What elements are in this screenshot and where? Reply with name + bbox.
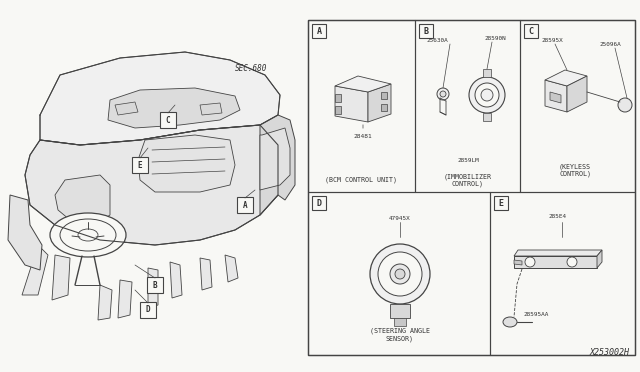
FancyBboxPatch shape xyxy=(237,197,253,213)
Ellipse shape xyxy=(475,83,499,107)
Polygon shape xyxy=(98,285,112,320)
Text: C: C xyxy=(529,26,534,35)
Text: C: C xyxy=(166,115,170,125)
Text: 28595X: 28595X xyxy=(541,38,563,42)
Ellipse shape xyxy=(618,98,632,112)
Bar xyxy=(381,92,387,99)
Polygon shape xyxy=(514,256,597,268)
Polygon shape xyxy=(483,69,491,77)
Polygon shape xyxy=(597,250,602,268)
Bar xyxy=(419,24,433,38)
Polygon shape xyxy=(335,76,391,92)
Ellipse shape xyxy=(50,213,126,257)
Text: B: B xyxy=(153,280,157,289)
Bar xyxy=(494,196,508,210)
Polygon shape xyxy=(390,304,410,318)
Polygon shape xyxy=(483,113,491,121)
Text: 28590N: 28590N xyxy=(484,35,506,41)
Ellipse shape xyxy=(469,77,505,113)
Polygon shape xyxy=(118,280,132,318)
Text: E: E xyxy=(499,199,504,208)
Polygon shape xyxy=(55,175,110,225)
Bar xyxy=(490,192,635,355)
Polygon shape xyxy=(25,125,278,245)
FancyBboxPatch shape xyxy=(140,302,156,318)
Polygon shape xyxy=(170,262,182,298)
Text: A: A xyxy=(243,201,247,209)
Text: D: D xyxy=(317,199,321,208)
Text: A: A xyxy=(317,26,321,35)
Polygon shape xyxy=(148,268,158,308)
Polygon shape xyxy=(545,70,587,86)
Text: 25096A: 25096A xyxy=(599,42,621,46)
Polygon shape xyxy=(394,318,406,326)
Polygon shape xyxy=(200,258,212,290)
Polygon shape xyxy=(514,260,522,265)
Bar xyxy=(524,24,538,38)
Text: (IMMOBILIZER
CONTROL): (IMMOBILIZER CONTROL) xyxy=(444,173,492,187)
Text: SEC.680: SEC.680 xyxy=(235,64,268,73)
Text: (BCM CONTROL UNIT): (BCM CONTROL UNIT) xyxy=(325,177,397,183)
Text: E: E xyxy=(138,160,142,170)
Polygon shape xyxy=(115,102,138,115)
Ellipse shape xyxy=(503,317,517,327)
Polygon shape xyxy=(40,52,280,145)
Bar xyxy=(335,106,341,114)
Bar xyxy=(520,20,635,192)
Text: 285E4: 285E4 xyxy=(549,214,567,218)
Text: D: D xyxy=(146,305,150,314)
Polygon shape xyxy=(108,88,240,128)
Polygon shape xyxy=(52,255,70,300)
Ellipse shape xyxy=(390,264,410,284)
Text: X253002H: X253002H xyxy=(590,348,630,357)
Text: 25630A: 25630A xyxy=(426,38,448,42)
FancyBboxPatch shape xyxy=(160,112,176,128)
Polygon shape xyxy=(22,245,48,295)
Text: 28595AA: 28595AA xyxy=(524,311,549,317)
FancyBboxPatch shape xyxy=(147,277,163,293)
Bar xyxy=(335,94,341,102)
Polygon shape xyxy=(514,250,602,256)
Text: (KEYLESS
CONTROL): (KEYLESS CONTROL) xyxy=(559,163,591,177)
Bar xyxy=(308,20,635,355)
Text: B: B xyxy=(424,26,429,35)
Ellipse shape xyxy=(395,269,405,279)
Text: 47945X: 47945X xyxy=(389,215,411,221)
Polygon shape xyxy=(200,103,222,115)
Bar xyxy=(312,24,326,38)
Ellipse shape xyxy=(437,88,449,100)
Bar xyxy=(415,20,520,192)
Polygon shape xyxy=(8,195,42,270)
Ellipse shape xyxy=(370,244,430,304)
Text: 2859LM: 2859LM xyxy=(457,157,479,163)
Ellipse shape xyxy=(78,229,98,241)
Polygon shape xyxy=(260,115,295,215)
Polygon shape xyxy=(225,255,238,282)
Text: 28481: 28481 xyxy=(354,134,372,139)
Text: (STEERING ANGLE
SENSOR): (STEERING ANGLE SENSOR) xyxy=(370,328,430,342)
Ellipse shape xyxy=(525,257,535,267)
Ellipse shape xyxy=(60,219,116,251)
Polygon shape xyxy=(368,84,391,122)
Bar xyxy=(381,104,387,111)
Bar xyxy=(308,192,490,355)
Polygon shape xyxy=(260,128,290,190)
Polygon shape xyxy=(335,86,368,122)
Bar xyxy=(308,20,415,192)
Polygon shape xyxy=(550,92,561,103)
FancyBboxPatch shape xyxy=(132,157,148,173)
Bar xyxy=(312,196,326,210)
Polygon shape xyxy=(545,80,567,112)
Ellipse shape xyxy=(378,252,422,296)
Ellipse shape xyxy=(481,89,493,101)
Ellipse shape xyxy=(567,257,577,267)
Ellipse shape xyxy=(440,91,446,97)
Polygon shape xyxy=(567,76,587,112)
Polygon shape xyxy=(138,135,235,192)
